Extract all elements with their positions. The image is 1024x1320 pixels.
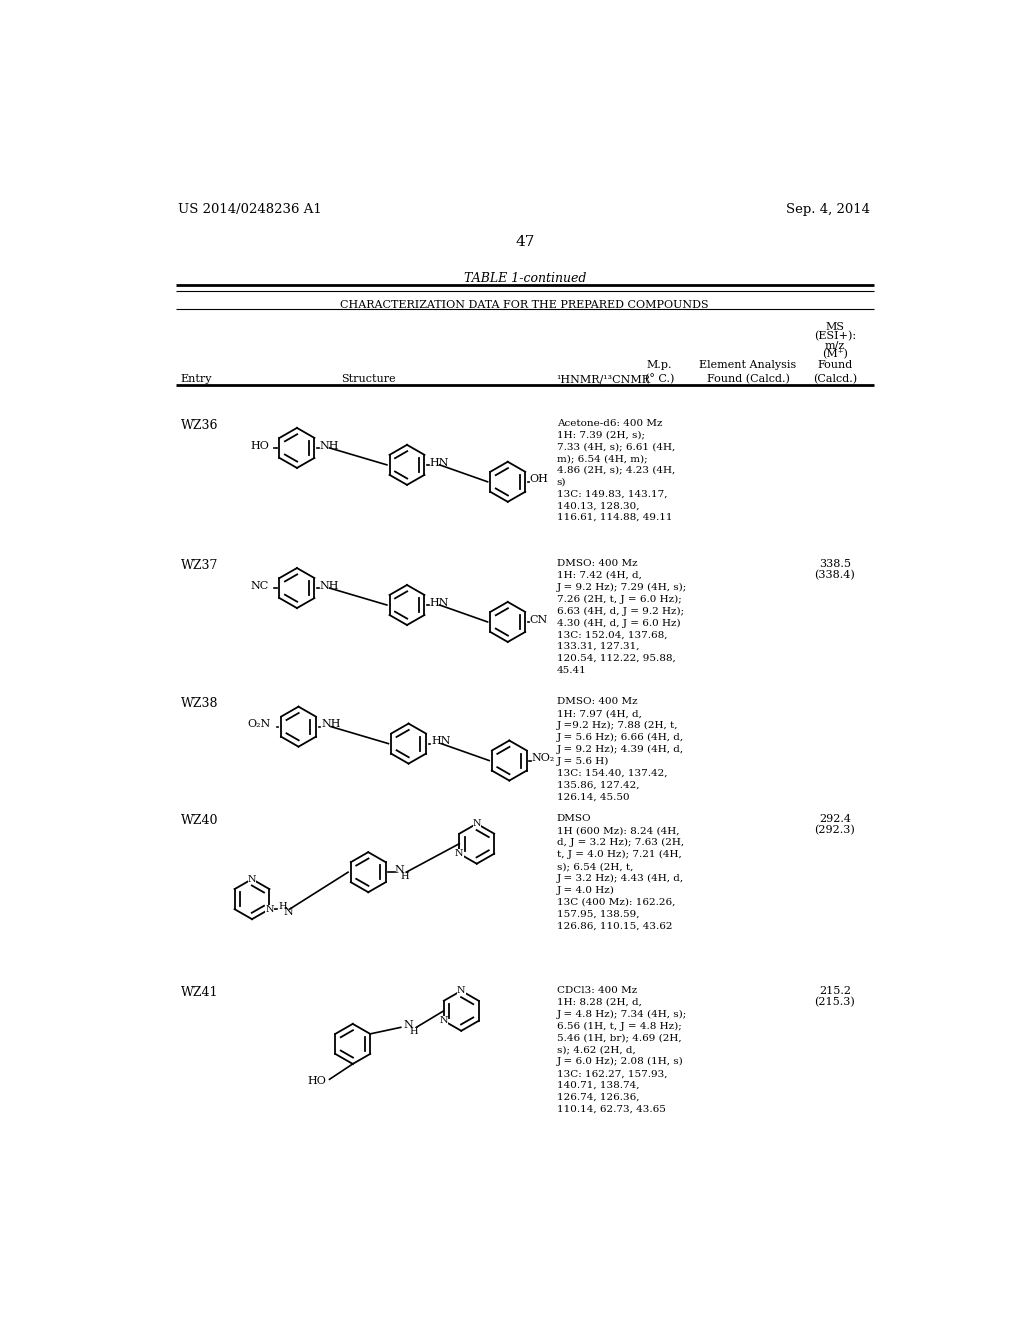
Text: H: H (410, 1027, 418, 1036)
Text: N: N (455, 849, 464, 858)
Text: m/z: m/z (824, 341, 845, 350)
Text: NH: NH (319, 581, 339, 591)
Text: HO: HO (307, 1076, 327, 1086)
Text: (215.3): (215.3) (814, 997, 855, 1007)
Text: 338.5: 338.5 (819, 558, 851, 569)
Text: NH: NH (321, 719, 340, 730)
Text: WZ36: WZ36 (180, 418, 218, 432)
Text: US 2014/0248236 A1: US 2014/0248236 A1 (178, 203, 323, 216)
Text: N: N (472, 820, 481, 828)
Text: MS: MS (825, 322, 845, 331)
Text: N: N (265, 904, 273, 913)
Text: Element Analysis: Element Analysis (699, 360, 797, 370)
Text: H: H (279, 903, 288, 911)
Text: N: N (439, 1016, 449, 1026)
Text: (° C.): (° C.) (645, 374, 675, 384)
Text: (292.3): (292.3) (814, 825, 855, 836)
Text: N: N (403, 1020, 413, 1030)
Text: TABLE 1-continued: TABLE 1-continued (464, 272, 586, 285)
Text: Found (Calcd.): Found (Calcd.) (707, 374, 790, 384)
Text: CHARACTERIZATION DATA FOR THE PREPARED COMPOUNDS: CHARACTERIZATION DATA FOR THE PREPARED C… (341, 300, 709, 310)
Text: (Calcd.): (Calcd.) (813, 374, 857, 384)
Text: N: N (457, 986, 466, 995)
Text: HN: HN (429, 458, 449, 467)
Text: N: N (248, 875, 256, 883)
Text: HO: HO (250, 441, 269, 450)
Text: N: N (394, 865, 404, 875)
Text: M.p.: M.p. (647, 360, 673, 370)
Text: O₂N: O₂N (248, 719, 270, 730)
Text: (ESI+):: (ESI+): (814, 331, 856, 341)
Text: Entry: Entry (180, 374, 212, 384)
Text: CN: CN (529, 615, 548, 624)
Text: WZ40: WZ40 (180, 814, 218, 828)
Text: NH: NH (319, 441, 339, 450)
Text: WZ37: WZ37 (180, 558, 218, 572)
Text: CDCl3: 400 Mz
1H: 8.28 (2H, d,
J = 4.8 Hz); 7.34 (4H, s);
6.56 (1H, t, J = 4.8 H: CDCl3: 400 Mz 1H: 8.28 (2H, d, J = 4.8 H… (557, 986, 687, 1114)
Text: Structure: Structure (341, 374, 395, 384)
Text: HN: HN (429, 598, 449, 607)
Text: 215.2: 215.2 (819, 986, 851, 997)
Text: Acetone-d6: 400 Mz
1H: 7.39 (2H, s);
7.33 (4H, s); 6.61 (4H,
m); 6.54 (4H, m);
4: Acetone-d6: 400 Mz 1H: 7.39 (2H, s); 7.3… (557, 418, 675, 523)
Text: NO₂: NO₂ (531, 754, 554, 763)
Text: Sep. 4, 2014: Sep. 4, 2014 (786, 203, 870, 216)
Text: 47: 47 (515, 235, 535, 249)
Text: (M⁺): (M⁺) (822, 350, 848, 359)
Text: (338.4): (338.4) (814, 570, 855, 579)
Text: HN: HN (431, 737, 451, 746)
Text: DMSO: 400 Mz
1H: 7.97 (4H, d,
J =9.2 Hz); 7.88 (2H, t,
J = 5.6 Hz); 6.66 (4H, d,: DMSO: 400 Mz 1H: 7.97 (4H, d, J =9.2 Hz)… (557, 697, 684, 801)
Text: 292.4: 292.4 (819, 814, 851, 825)
Text: NC: NC (251, 581, 269, 591)
Text: DMSO: 400 Mz
1H: 7.42 (4H, d,
J = 9.2 Hz); 7.29 (4H, s);
7.26 (2H, t, J = 6.0 Hz: DMSO: 400 Mz 1H: 7.42 (4H, d, J = 9.2 Hz… (557, 558, 687, 675)
Text: OH: OH (529, 474, 548, 484)
Text: WZ38: WZ38 (180, 697, 218, 710)
Text: ¹HNMR/¹³CNMR: ¹HNMR/¹³CNMR (557, 374, 650, 384)
Text: DMSO
1H (600 Mz): 8.24 (4H,
d, J = 3.2 Hz); 7.63 (2H,
t, J = 4.0 Hz); 7.21 (4H,
: DMSO 1H (600 Mz): 8.24 (4H, d, J = 3.2 H… (557, 814, 684, 931)
Text: N: N (284, 907, 293, 917)
Text: WZ41: WZ41 (180, 986, 218, 999)
Text: H: H (400, 871, 409, 880)
Text: Found: Found (817, 360, 852, 370)
